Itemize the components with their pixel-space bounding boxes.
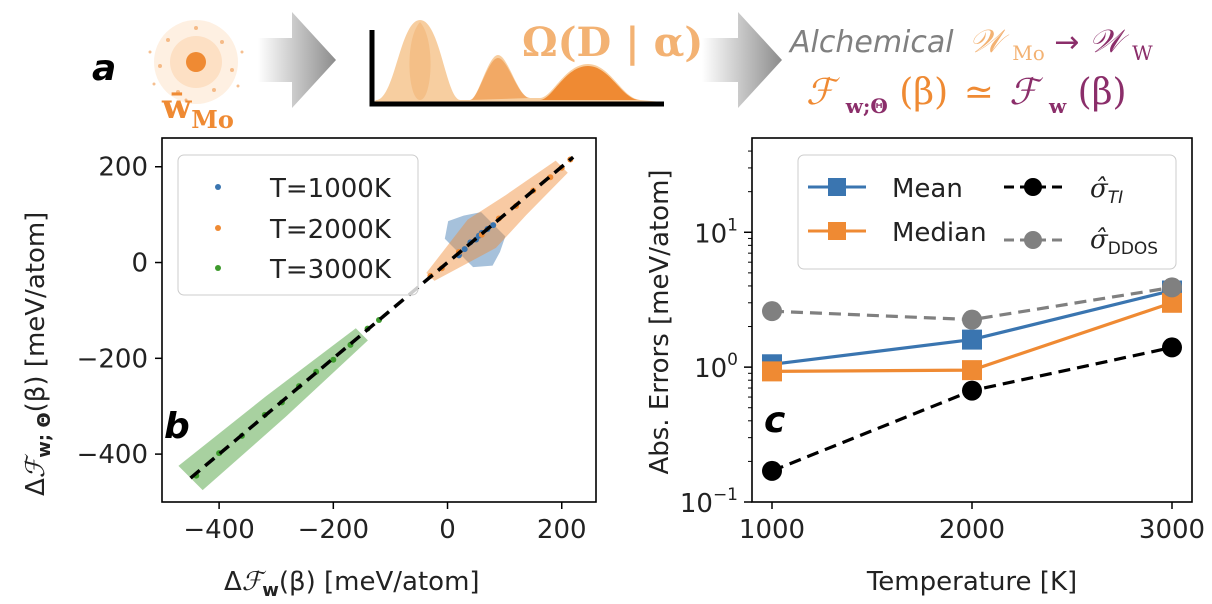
free-energy-equation: ℱ w;Θ (β) ≃ ℱ w (β) bbox=[806, 72, 1127, 122]
data-point-t=1000k bbox=[490, 222, 497, 229]
legend-marker-2000k bbox=[215, 225, 221, 231]
arrow-right-icon-2 bbox=[702, 12, 782, 108]
y-axis-b: −400 −200 0 200 bbox=[77, 153, 162, 470]
atom-label: w̄Mo bbox=[161, 87, 234, 134]
x-tick-label-c: 2000 bbox=[939, 515, 1005, 545]
legend-label-sigma-ddos: σ̂DDOS bbox=[1090, 225, 1158, 259]
data-point-t=1000k bbox=[461, 246, 468, 253]
legend-c: Mean Median σ̂TI σ̂DDOS bbox=[797, 154, 1177, 270]
series-marker-3 bbox=[1162, 277, 1182, 298]
legend-marker-sigma-ddos bbox=[1024, 231, 1042, 249]
y-tick-label-b: −200 bbox=[77, 344, 148, 374]
panel-b-scatter: −400 −200 0 200 −400 −200 0 200 T=1000K T=2000… bbox=[21, 137, 597, 601]
y-tick-label-b: −400 bbox=[77, 440, 148, 470]
panel-c-line: 1000 2000 3000 10−1 100 101 Mean Median σ̂TI… bbox=[645, 137, 1205, 597]
x-tick-label-c: 3000 bbox=[1139, 515, 1205, 545]
plot-frame-b bbox=[161, 137, 597, 503]
alchemical-line: Alchemical 𝒲 Mo → 𝒲 W bbox=[788, 22, 1153, 68]
series-marker-2 bbox=[1162, 337, 1182, 358]
legend-marker-3000k bbox=[215, 265, 221, 271]
y-tick-label-c: 101 bbox=[694, 215, 738, 249]
legend-label-2000k: T=2000K bbox=[269, 215, 392, 245]
error-series bbox=[762, 277, 1182, 481]
data-point-t=3000k bbox=[330, 356, 337, 363]
x-tick-label-b: −200 bbox=[298, 515, 369, 545]
series-marker-0 bbox=[962, 329, 982, 350]
legend-label-3000k: T=3000K bbox=[269, 255, 392, 285]
legend-b: T=1000K T=2000K T=3000K bbox=[177, 154, 419, 296]
y-tick-label-b: 0 bbox=[131, 249, 148, 279]
legend-marker-1000k bbox=[215, 184, 221, 190]
y-axis-c: 10−1 100 101 bbox=[680, 150, 752, 519]
series-marker-2 bbox=[962, 380, 982, 401]
legend-label-mean: Mean bbox=[892, 174, 963, 204]
legend-marker-sigma-ti bbox=[1024, 178, 1042, 196]
identity-fit-line bbox=[189, 155, 575, 480]
x-tick-label-b: 200 bbox=[537, 515, 587, 545]
y-tick-label-b: 200 bbox=[98, 153, 148, 183]
legend-marker-mean bbox=[828, 178, 846, 196]
y-tick-label-c: 100 bbox=[694, 350, 738, 384]
omega-label: Ω(D | α) bbox=[522, 19, 703, 66]
series-marker-3 bbox=[762, 301, 782, 322]
x-tick-label-b: 0 bbox=[439, 515, 456, 545]
legend-label-median: Median bbox=[892, 218, 987, 248]
arrow-right-icon bbox=[258, 12, 336, 108]
y-axis-label-c: Abs. Errors [meV/atom] bbox=[645, 169, 675, 474]
y-axis-label-b: Δℱw; Θ(β) [meV/atom] bbox=[21, 212, 55, 496]
x-tick-label-c: 1000 bbox=[739, 515, 805, 545]
series-marker-1 bbox=[962, 360, 982, 381]
panel-label-b: b bbox=[164, 406, 190, 447]
y-tick-label-c: 10−1 bbox=[680, 485, 738, 519]
x-tick-label-b: −400 bbox=[183, 515, 254, 545]
banner-panel-a: a w̄Mo bbox=[92, 12, 1153, 134]
x-axis-label-b: Δℱw(β) [meV/atom] bbox=[224, 567, 480, 601]
legend-label-1000k: T=1000K bbox=[269, 174, 392, 204]
x-axis-b: −400 −200 0 200 bbox=[183, 502, 587, 545]
x-axis-label-c: Temperature [K] bbox=[866, 567, 1077, 597]
series-marker-1 bbox=[1162, 292, 1182, 313]
panel-label-a: a bbox=[92, 48, 116, 89]
distribution-icon bbox=[369, 20, 664, 107]
legend-label-sigma-ti: σ̂TI bbox=[1090, 174, 1123, 208]
series-marker-3 bbox=[962, 309, 982, 330]
x-axis-c: 1000 2000 3000 bbox=[739, 502, 1205, 545]
atom-cloud-icon bbox=[148, 20, 244, 104]
series-marker-2 bbox=[762, 460, 782, 481]
legend-marker-median bbox=[828, 222, 846, 240]
panel-label-c: c bbox=[764, 400, 785, 441]
series-marker-1 bbox=[762, 361, 782, 382]
